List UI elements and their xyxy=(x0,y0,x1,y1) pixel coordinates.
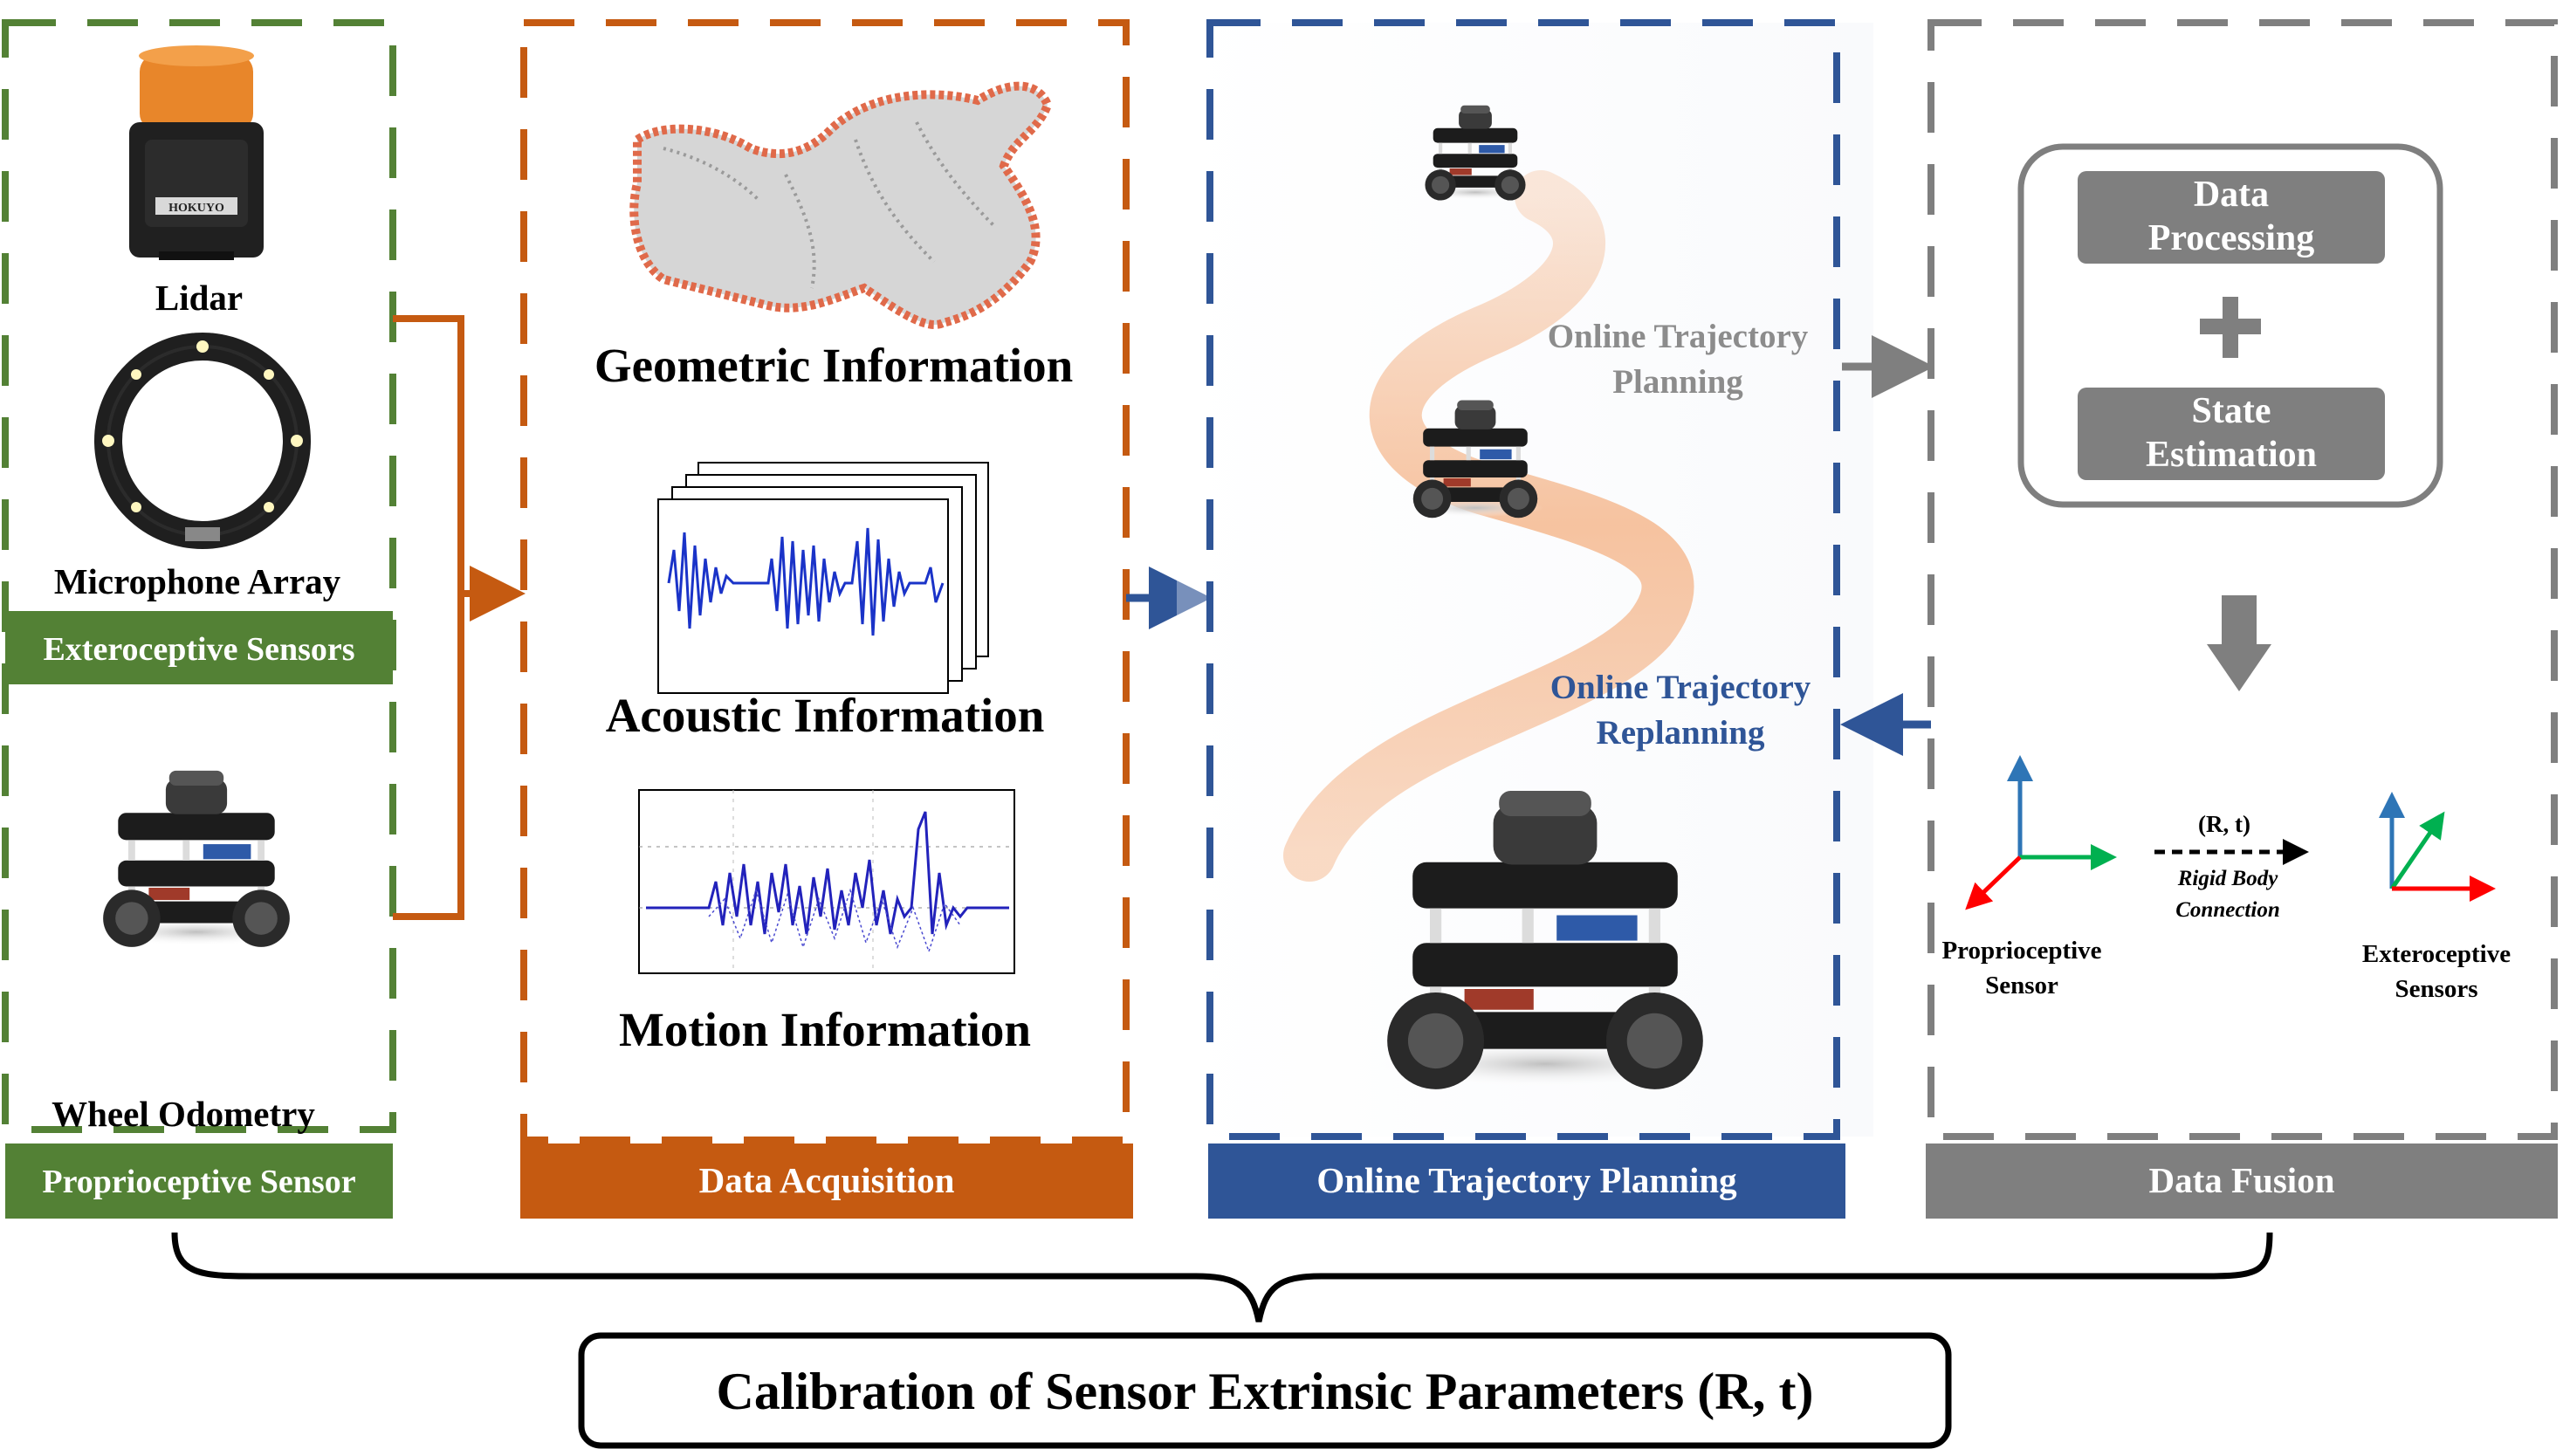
data-acquisition-band xyxy=(520,1144,1133,1219)
online-planning-line1: Online Trajectory xyxy=(1548,318,1809,355)
rt-label: (R, t) xyxy=(2198,811,2250,837)
geometric-map-image xyxy=(629,81,1053,329)
sensors-panel: HOKUYO Lidar Microphone Array Exterocept… xyxy=(2,19,396,1219)
fusion-panel: Data Processing State Estimation Proprio… xyxy=(1926,19,2558,1219)
data-acquisition-band-label: Data Acquisition xyxy=(699,1160,955,1200)
exteroceptive-frame-icon xyxy=(2379,792,2496,902)
acquisition-panel: Geometric Information Acoustic Informati… xyxy=(520,19,1133,1219)
microphone-array-image xyxy=(94,333,311,549)
proprio-frame-line2: Sensor xyxy=(1985,972,2058,999)
replanning-line2: Replanning xyxy=(1597,714,1765,752)
down-arrow-icon xyxy=(2207,595,2271,691)
extero-frame-line1: Exteroceptive xyxy=(2362,940,2511,968)
motion-information-label: Motion Information xyxy=(619,1003,1031,1056)
rigid-line2: Connection xyxy=(2175,898,2279,922)
replanning-line1: Online Trajectory xyxy=(1550,669,1811,706)
lidar-brand-text: HOKUYO xyxy=(168,202,224,215)
calibration-brace xyxy=(171,1232,2273,1322)
exteroceptive-band xyxy=(5,611,393,684)
data-fusion-band xyxy=(1926,1144,2558,1219)
sensors-to-acquisition-connector xyxy=(393,315,526,920)
rigid-line1: Rigid Body xyxy=(2177,867,2278,890)
acoustic-information-label: Acoustic Information xyxy=(606,689,1045,742)
extero-frame-line2: Sensors xyxy=(2395,975,2477,1003)
state-estimation-line2: Estimation xyxy=(2146,435,2317,475)
planning-panel: Online Trajectory Planning Online Trajec… xyxy=(1177,19,1873,1219)
online-trajectory-planning-band xyxy=(1208,1144,1845,1219)
online-planning-line2: Planning xyxy=(1612,363,1743,401)
state-estimation-line1: State xyxy=(2192,391,2271,431)
microphone-array-label: Microphone Array xyxy=(54,561,341,601)
data-fusion-band-label: Data Fusion xyxy=(2148,1160,2334,1200)
state-estimation-box xyxy=(2078,388,2385,480)
data-processing-line1: Data xyxy=(2194,175,2269,215)
proprioceptive-frame-icon xyxy=(1965,755,2117,910)
wheel-odometry-robot-image xyxy=(94,770,299,947)
data-processing-box xyxy=(2078,171,2385,264)
lidar-image: HOKUYO xyxy=(129,45,264,260)
calibration-box xyxy=(578,1332,1952,1449)
exteroceptive-band-label: Exteroceptive Sensors xyxy=(43,631,354,668)
proprio-frame-line1: Proprioceptive xyxy=(1941,937,2101,965)
geometric-information-label: Geometric Information xyxy=(594,339,1073,392)
lidar-label: Lidar xyxy=(155,278,243,318)
plus-icon xyxy=(2200,297,2261,358)
data-processing-line2: Processing xyxy=(2148,218,2315,258)
motion-signal-image xyxy=(638,789,1015,974)
proprioceptive-band-label: Proprioceptive Sensor xyxy=(42,1164,355,1200)
acoustic-waveform-image xyxy=(657,462,989,694)
online-trajectory-planning-band-label: Online Trajectory Planning xyxy=(1316,1160,1737,1200)
proprioceptive-band xyxy=(5,1144,393,1219)
wheel-odometry-label: Wheel Odometry xyxy=(52,1094,315,1134)
calibration-label: Calibration of Sensor Extrinsic Paramete… xyxy=(716,1363,1813,1420)
